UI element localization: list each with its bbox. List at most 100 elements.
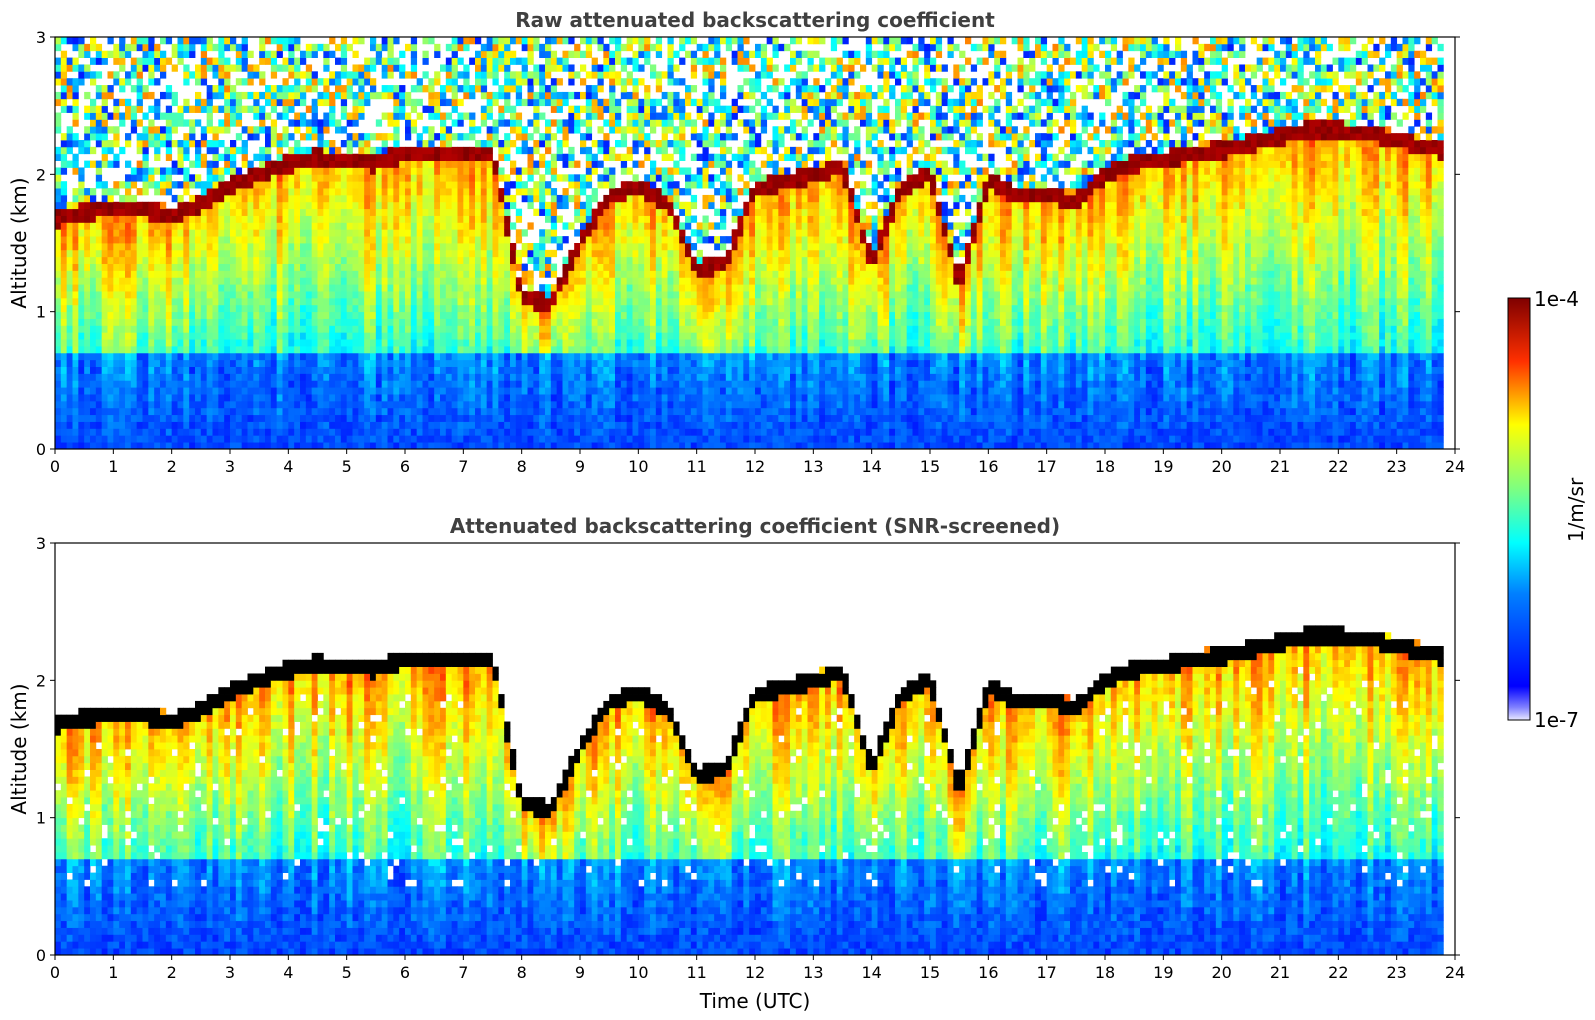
heatmap-cell [78,140,85,148]
heatmap-cell [230,359,237,367]
heatmap-cell [603,174,610,182]
heatmap-cell [486,387,493,395]
heatmap-cell [580,291,587,299]
heatmap-cell [381,339,388,347]
heatmap-cell [358,222,365,230]
heatmap-cell [72,346,79,354]
heatmap-cell [445,291,453,299]
heatmap-cell [387,194,394,203]
heatmap-cell [130,325,138,333]
heatmap-cell [469,346,476,354]
heatmap-cell [282,201,289,210]
heatmap-cell [480,112,488,120]
heatmap-cell [591,71,598,79]
heatmap-cell [556,201,563,210]
heatmap-cell [270,98,278,107]
heatmap-cell [410,105,418,113]
heatmap-cell [335,304,342,313]
heatmap-cell [125,311,132,319]
heatmap-cell [294,208,301,216]
heatmap-cell [335,435,342,443]
heatmap-cell [545,428,552,436]
heatmap-cell [597,112,604,120]
heatmap-cell [218,284,225,292]
heatmap-cell [393,270,400,278]
heatmap-cell [72,387,79,395]
heatmap-cell [340,352,348,361]
heatmap-cell [370,236,377,244]
heatmap-cell [440,229,447,237]
heatmap-cell [183,352,190,361]
heatmap-cell [580,263,587,271]
heatmap-cell [305,442,313,449]
heatmap-cell [165,167,173,175]
heatmap-cell [212,153,219,161]
heatmap-cell [597,249,604,258]
heatmap-cell [550,400,558,409]
heatmap-cell [241,236,248,244]
heatmap-cell [364,71,371,79]
heatmap-cell [486,346,493,354]
heatmap-cell [253,64,260,72]
heatmap-cell [253,215,260,223]
heatmap-cell [119,256,126,264]
heatmap-cell [568,284,575,292]
heatmap-cell [247,435,254,443]
heatmap-cell [276,421,283,429]
heatmap-cell [410,256,418,264]
heatmap-cell [311,291,318,299]
heatmap-cell [171,243,178,251]
heatmap-cell [451,407,458,416]
heatmap-cell [381,373,388,381]
heatmap-cell [387,366,394,374]
heatmap-cell [609,400,616,409]
heatmap-cell [358,215,365,223]
heatmap-cell [539,236,546,244]
heatmap-cell [253,71,260,79]
heatmap-cell [294,304,301,313]
heatmap-cell [125,249,132,258]
heatmap-cell [416,167,423,175]
heatmap-cell [475,160,482,168]
heatmap-cell [416,153,423,161]
heatmap-cell [603,346,610,354]
heatmap-cell [235,428,243,436]
heatmap-cell [183,146,190,155]
heatmap-cell [358,133,365,141]
heatmap-cell [230,64,237,72]
heatmap-cell [358,394,365,402]
heatmap-cell [510,85,517,93]
heatmap-cell [154,400,161,409]
heatmap-cell [235,57,243,65]
heatmap-cell [480,43,488,52]
heatmap-cell [475,57,482,65]
heatmap-cell [130,57,138,65]
heatmap-cell [562,380,569,388]
heatmap-cell [562,428,569,436]
heatmap-cell [288,229,295,237]
heatmap-cell [410,428,418,436]
heatmap-cell [545,304,552,313]
heatmap-cell [393,153,400,161]
heatmap-cell [276,43,283,52]
heatmap-cell [160,400,167,409]
heatmap-cell [510,346,517,354]
heatmap-cell [498,284,505,292]
heatmap-cell [224,188,231,196]
heatmap-cell [323,215,330,223]
heatmap-cell [60,201,68,210]
heatmap-cell [410,194,418,203]
heatmap-cell [200,359,208,367]
heatmap-cell [492,407,499,416]
heatmap-cell [200,263,208,271]
heatmap-cell [136,229,143,237]
heatmap-cell [323,181,330,189]
heatmap-cell [364,394,371,402]
heatmap-cell [562,284,569,292]
heatmap-cell [445,201,453,210]
heatmap-cell [445,277,453,285]
heatmap-cell [335,91,342,100]
heatmap-cell [294,194,301,203]
heatmap-cell [585,98,593,107]
heatmap-cell [235,188,243,196]
